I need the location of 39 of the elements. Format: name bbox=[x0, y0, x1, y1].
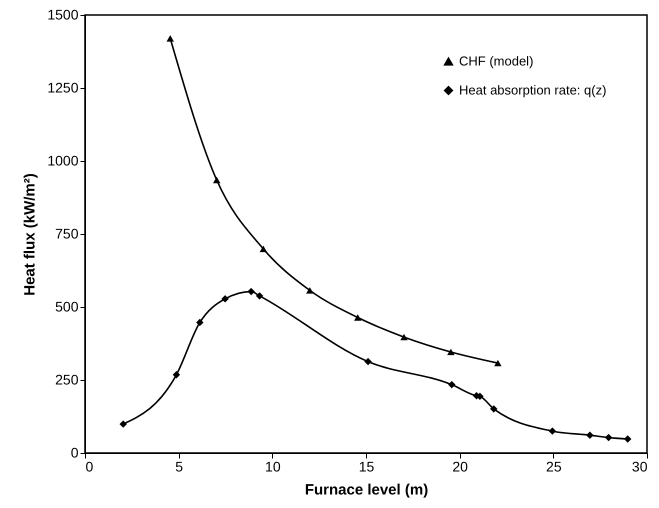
legend-label: Heat absorption rate: q(z) bbox=[459, 82, 606, 98]
y-tick-label: 750 bbox=[55, 226, 79, 242]
point bbox=[196, 318, 204, 326]
point bbox=[604, 434, 612, 442]
x-tick-label: 20 bbox=[452, 458, 468, 474]
y-tick-label: 1000 bbox=[47, 152, 79, 168]
point bbox=[306, 287, 314, 294]
x-tick-label: 5 bbox=[175, 458, 184, 474]
point bbox=[260, 246, 268, 252]
point bbox=[447, 348, 455, 356]
y-axis-title: Heat flux (kW/m²) bbox=[21, 173, 38, 296]
point bbox=[364, 358, 372, 366]
point bbox=[354, 314, 362, 321]
point bbox=[166, 35, 174, 42]
point bbox=[212, 176, 220, 184]
point bbox=[172, 371, 180, 378]
point bbox=[247, 288, 255, 296]
y-tick-label: 1500 bbox=[47, 6, 79, 22]
x-tick-label: 25 bbox=[546, 458, 562, 474]
x-tick-label: 10 bbox=[265, 458, 281, 474]
point bbox=[624, 435, 632, 443]
point bbox=[490, 405, 498, 413]
x-axis-title: Furnace level (m) bbox=[304, 482, 428, 498]
y-tick-label: 250 bbox=[55, 372, 79, 388]
point bbox=[256, 292, 264, 300]
legend-label: CHF (model) bbox=[459, 54, 534, 68]
y-tick-label: 0 bbox=[70, 444, 79, 460]
y-tick-label: 1250 bbox=[47, 80, 79, 96]
point bbox=[120, 420, 127, 428]
x-tick-label: 0 bbox=[86, 458, 94, 474]
x-tick-label: 15 bbox=[358, 458, 374, 474]
point bbox=[221, 295, 229, 303]
point bbox=[586, 431, 594, 439]
point bbox=[494, 360, 502, 366]
y-tick-label: 500 bbox=[55, 298, 79, 314]
point bbox=[448, 380, 456, 388]
point bbox=[548, 427, 556, 435]
x-tick-label: 30 bbox=[632, 458, 648, 474]
point bbox=[400, 334, 408, 340]
